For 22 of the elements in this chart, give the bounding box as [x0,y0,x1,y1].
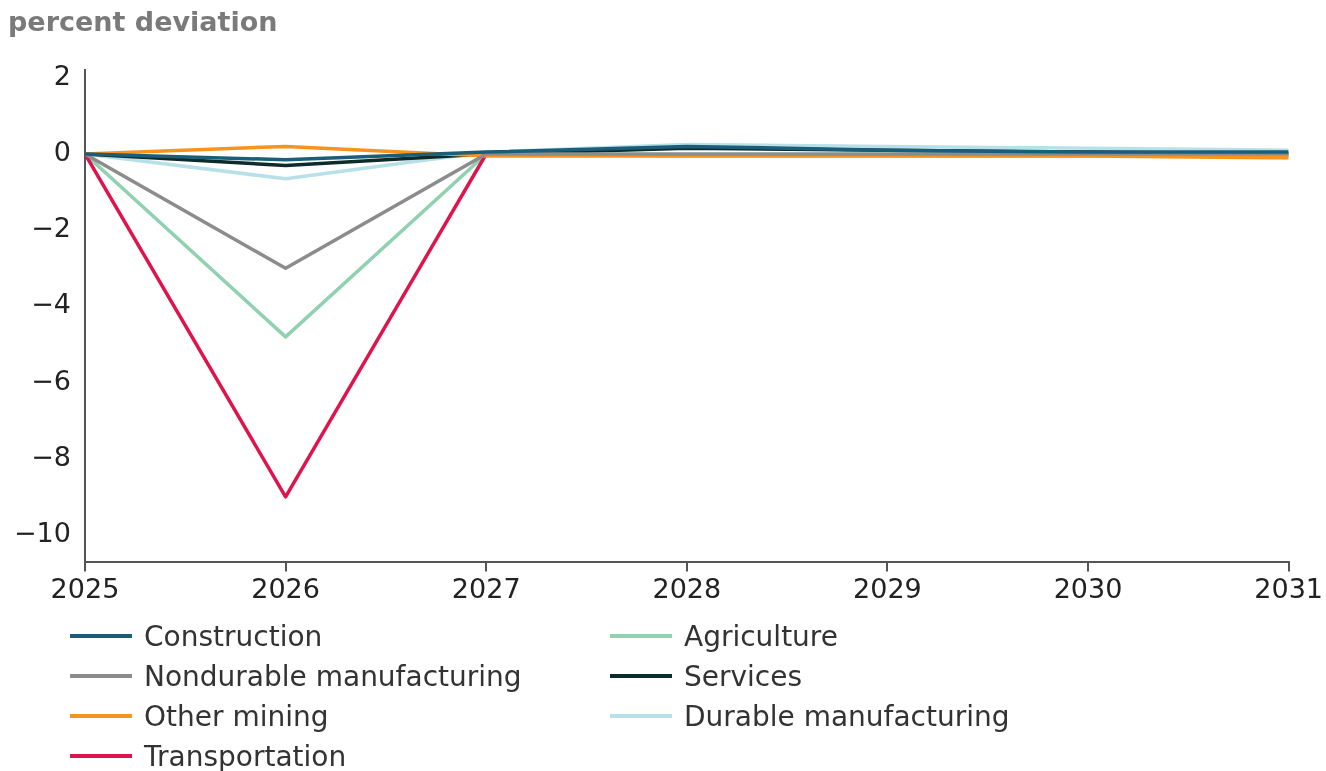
y-tick-label: −10 [14,516,71,548]
x-tick-label: 2025 [50,572,120,604]
x-tick-label: 2028 [652,572,722,604]
x-tick-label: 2027 [451,572,521,604]
x-tick-label: 2029 [853,572,922,604]
x-tick-label: 2031 [1254,572,1323,604]
legend-label: Services [684,659,803,693]
y-tick-label: −4 [31,288,71,320]
y-axis-title: percent deviation [8,6,278,37]
legend-label: Construction [144,619,323,653]
y-tick-label: −6 [31,364,71,396]
y-tick-label: −8 [31,440,71,472]
y-tick-label: −2 [31,212,71,244]
x-tick-label: 2026 [251,572,320,604]
legend-label: Agriculture [684,619,838,653]
y-tick-label: 0 [53,136,71,168]
legend-label: Durable manufacturing [684,699,1010,733]
legend-label: Nondurable manufacturing [144,659,522,693]
y-tick-label: 2 [53,59,71,91]
legend-label: Transportation [144,739,347,771]
x-tick-label: 2030 [1053,572,1123,604]
legend-label: Other mining [144,699,329,733]
